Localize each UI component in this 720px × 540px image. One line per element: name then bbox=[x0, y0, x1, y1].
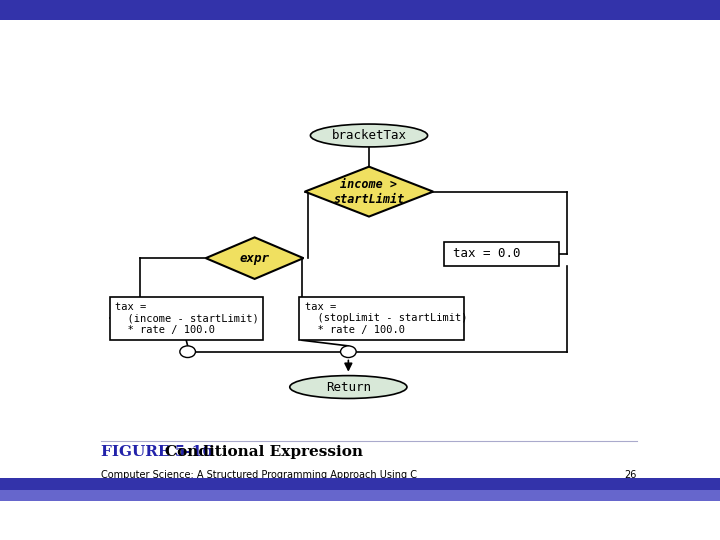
Text: expr: expr bbox=[240, 252, 269, 265]
Circle shape bbox=[341, 346, 356, 357]
Text: tax = 0.0: tax = 0.0 bbox=[453, 247, 521, 260]
Text: 26: 26 bbox=[624, 470, 637, 480]
FancyBboxPatch shape bbox=[109, 296, 263, 340]
Text: tax =
  (stopLimit - startLimit)
  * rate / 100.0: tax = (stopLimit - startLimit) * rate / … bbox=[305, 302, 467, 335]
Text: Computer Science: A Structured Programming Approach Using C: Computer Science: A Structured Programmi… bbox=[101, 470, 417, 480]
Text: Conditional Expression: Conditional Expression bbox=[166, 445, 364, 459]
Text: income >
startLimit: income > startLimit bbox=[333, 178, 405, 206]
Polygon shape bbox=[305, 167, 433, 217]
Ellipse shape bbox=[289, 376, 407, 399]
Text: tax =
  (income - startLimit)
  * rate / 100.0: tax = (income - startLimit) * rate / 100… bbox=[115, 302, 259, 335]
Polygon shape bbox=[206, 238, 303, 279]
Circle shape bbox=[180, 346, 195, 357]
Text: Return: Return bbox=[326, 381, 371, 394]
FancyBboxPatch shape bbox=[444, 242, 559, 266]
Text: bracketTax: bracketTax bbox=[331, 129, 407, 142]
Text: FIGURE 5-16: FIGURE 5-16 bbox=[101, 445, 213, 459]
FancyBboxPatch shape bbox=[300, 296, 464, 340]
Ellipse shape bbox=[310, 124, 428, 147]
